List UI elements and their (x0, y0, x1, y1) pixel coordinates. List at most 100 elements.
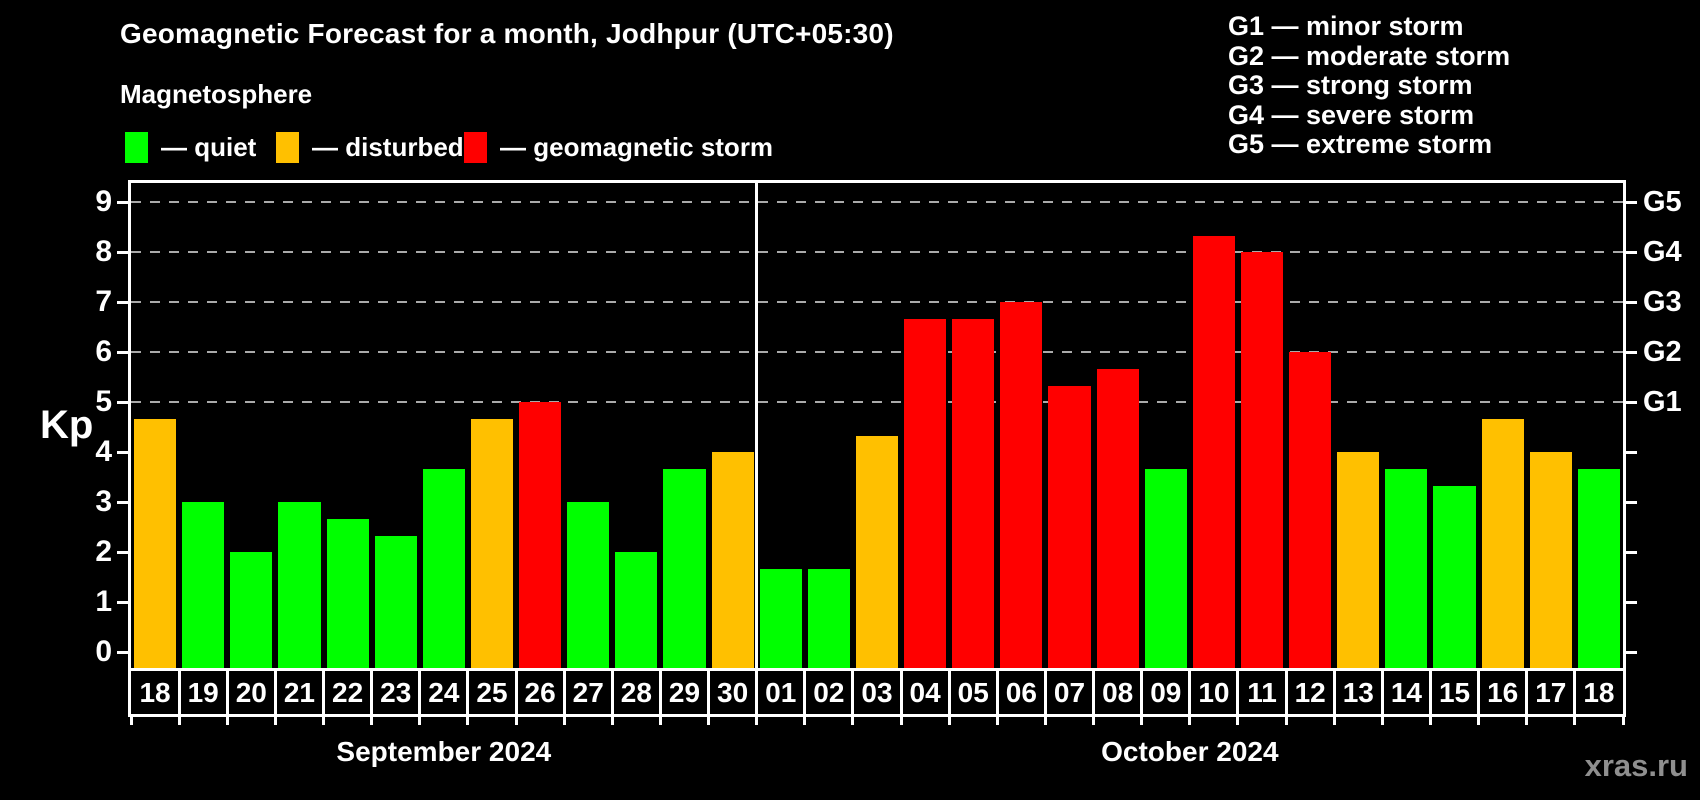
kp-bar-day-30 (711, 452, 754, 668)
day-divider (370, 671, 374, 714)
day-cell-03: 03 (861, 676, 893, 708)
day-cell-25: 25 (476, 676, 508, 708)
legend-label-disturbed: — disturbed (312, 132, 464, 162)
x-axis-tick (129, 717, 133, 725)
g-legend-line-g5: G5 — extreme storm (1228, 129, 1493, 159)
kp-bar-day-28 (615, 552, 658, 668)
left-axis-tick-6 (117, 350, 131, 354)
day-cell-18: 18 (1583, 676, 1615, 708)
day-cell-23: 23 (380, 676, 412, 708)
kp-bar-day-02 (807, 568, 850, 668)
day-divider (707, 671, 711, 714)
g-level-label-g3: G3 (1643, 286, 1682, 318)
y-axis-label-7: 7 (95, 285, 112, 318)
day-cell-28: 28 (620, 676, 652, 708)
gridline-kp6 (131, 351, 1623, 353)
kp-legend: — quiet — disturbed — geomagnetic storm (0, 130, 1700, 166)
y-axis-label-0: 0 (95, 635, 112, 668)
gridline-kp7 (131, 301, 1623, 303)
gridline-kp8 (131, 251, 1623, 253)
day-divider (803, 671, 807, 714)
x-axis-tick (1043, 717, 1047, 725)
kp-bar-day-23 (374, 535, 417, 668)
left-axis-tick-0 (117, 650, 131, 654)
y-axis-label-4: 4 (95, 435, 112, 468)
kp-bar-day-11 (1240, 252, 1284, 668)
y-axis-label-3: 3 (95, 485, 112, 518)
x-axis-tick (418, 717, 422, 725)
x-axis-tick (755, 717, 759, 725)
x-axis-tick (466, 717, 470, 725)
kp-bar-day-10 (1192, 235, 1235, 668)
right-axis-tick-3 (1623, 500, 1637, 504)
left-axis-tick-9 (117, 200, 131, 204)
right-axis-tick-1 (1623, 600, 1637, 604)
right-axis-tick-6 (1623, 350, 1637, 354)
g-level-label-g1: G1 (1643, 386, 1682, 418)
plot-frame (128, 180, 1626, 668)
day-cell-21: 21 (283, 676, 316, 708)
day-divider (1092, 671, 1096, 714)
day-cell-12: 12 (1294, 676, 1326, 708)
x-axis-tick (658, 717, 662, 725)
x-axis-tick (370, 717, 374, 725)
month-label-0: September 2024 (336, 736, 552, 767)
gridline-kp5 (131, 401, 1623, 403)
right-axis-tick-8 (1623, 250, 1637, 254)
day-divider (1477, 671, 1481, 714)
kp-bar-day-16 (1481, 418, 1524, 668)
x-axis-tick (707, 717, 711, 725)
day-divider (1380, 671, 1384, 714)
kp-bar-day-20 (230, 552, 273, 668)
x-axis-tick (1477, 717, 1481, 725)
day-cell-01: 01 (765, 676, 797, 708)
kp-bar-day-05 (952, 318, 995, 668)
left-axis-tick-2 (117, 550, 131, 554)
left-axis-tick-4 (117, 450, 131, 454)
day-cell-30: 30 (717, 676, 749, 708)
kp-bar-day-26 (519, 402, 562, 668)
legend-swatch-quiet (125, 132, 148, 163)
right-axis-tick-0 (1623, 650, 1637, 654)
day-divider (1525, 671, 1529, 714)
y-axis-label-5: 5 (95, 385, 112, 418)
x-axis-tick (1621, 717, 1625, 725)
kp-bar-day-04 (904, 318, 947, 668)
kp-bar-day-14 (1385, 468, 1428, 668)
legend-label-storm: — geomagnetic storm (500, 132, 774, 162)
kp-bar-day-07 (1048, 385, 1091, 668)
day-cell-04: 04 (909, 676, 941, 708)
kp-bar-day-12 (1289, 352, 1332, 668)
x-axis-tick (1284, 717, 1288, 725)
g-level-label-g4: G4 (1643, 236, 1682, 268)
g-scale-legend: G1 — minor storm G2 — moderate storm G3 — … (1228, 11, 1511, 160)
kp-bar-day-29 (663, 468, 706, 668)
x-axis-tick (1332, 717, 1336, 725)
x-axis-tick (562, 717, 566, 725)
kp-bar-day-09 (1144, 468, 1187, 668)
x-axis-tick (803, 717, 807, 725)
g-legend-line-g2: G2 — moderate storm (1228, 40, 1511, 71)
day-cell-22: 22 (332, 676, 364, 708)
g-legend-line-g4: G4 — severe storm (1228, 99, 1475, 130)
day-cell-27: 27 (572, 676, 604, 708)
right-axis-tick-9 (1623, 200, 1637, 204)
right-axis-tick-5 (1623, 400, 1637, 404)
day-divider (466, 671, 470, 714)
day-divider (851, 671, 855, 714)
kp-bar-day-19 (182, 502, 225, 668)
day-cell-02: 02 (813, 676, 845, 708)
watermark: xras.ru (1584, 748, 1688, 783)
kp-bar-day-15 (1433, 485, 1476, 668)
g-level-label-g2: G2 (1643, 336, 1682, 368)
kp-bar-day-24 (422, 468, 465, 668)
y-axis-label-6: 6 (95, 335, 112, 368)
x-axis-tick (899, 717, 903, 725)
x-axis-tick (610, 717, 614, 725)
kp-bar-day-25 (470, 418, 514, 668)
day-divider (610, 671, 614, 714)
day-cell-18: 18 (139, 676, 171, 708)
x-axis-tick (1140, 717, 1144, 725)
left-axis-tick-3 (117, 500, 131, 504)
